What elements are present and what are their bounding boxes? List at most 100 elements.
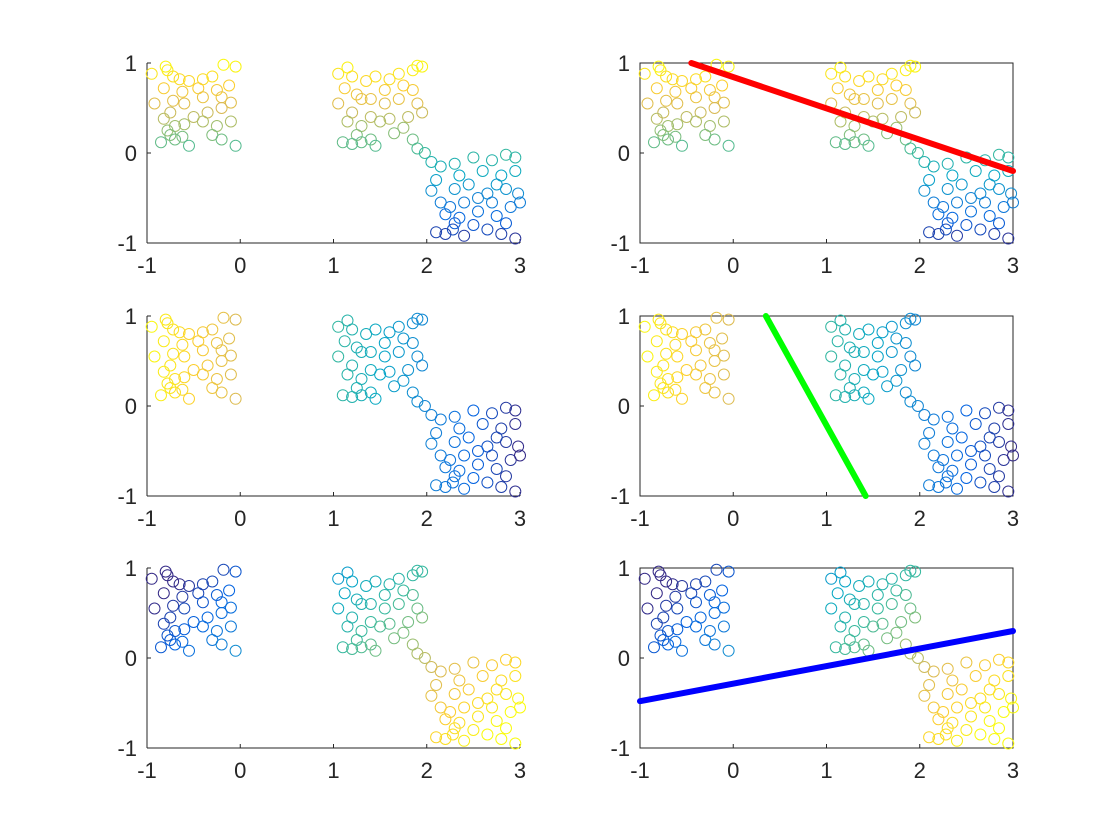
data-point — [703, 84, 716, 96]
data-point — [974, 223, 987, 236]
data-point — [974, 476, 987, 489]
data-point — [876, 578, 889, 591]
data-point — [857, 598, 870, 610]
data-point — [666, 73, 679, 86]
data-point — [167, 323, 180, 336]
data-point — [669, 590, 682, 603]
y-tick-label: 1 — [125, 556, 137, 581]
data-point — [425, 689, 438, 702]
data-point — [825, 572, 838, 585]
data-point — [229, 644, 242, 657]
data-point — [716, 79, 729, 92]
data-point — [338, 587, 351, 600]
data-point — [439, 713, 452, 726]
data-point — [439, 461, 452, 474]
data-point — [388, 380, 401, 393]
data-point — [951, 196, 963, 209]
data-point — [657, 634, 670, 646]
data-point — [722, 565, 735, 578]
data-point — [867, 368, 880, 381]
data-point — [857, 346, 870, 358]
data-point — [895, 111, 908, 123]
data-point — [690, 115, 702, 128]
data-point — [430, 731, 443, 744]
data-point — [909, 565, 922, 578]
data-point — [708, 133, 721, 146]
data-point — [383, 326, 396, 339]
axes-row3-left: -1 0 1 2 3 -1 0 1 — [117, 556, 526, 783]
data-point — [657, 129, 670, 141]
data-point — [965, 445, 977, 457]
data-point — [486, 659, 498, 672]
data-point — [983, 715, 996, 727]
data-point — [825, 602, 838, 615]
data-point — [210, 589, 223, 601]
data-point — [927, 160, 940, 173]
data-point — [965, 710, 977, 723]
x-tick-label: -1 — [137, 253, 157, 278]
data-point — [722, 313, 735, 326]
data-point — [490, 431, 503, 444]
data-point — [448, 410, 461, 423]
data-point — [955, 178, 968, 191]
data-point — [979, 701, 991, 714]
data-point — [660, 347, 673, 360]
y-tick-label: 0 — [618, 141, 630, 166]
data-point — [509, 151, 522, 164]
data-point — [899, 589, 912, 601]
data-point — [495, 228, 508, 240]
data-point — [178, 623, 191, 636]
data-point — [448, 722, 461, 735]
y-tick-label: -1 — [117, 231, 137, 256]
data-point — [145, 67, 158, 80]
data-point — [514, 196, 526, 209]
y-tick-label: -1 — [117, 736, 137, 761]
data-point — [364, 346, 377, 358]
data-point — [862, 70, 875, 83]
data-point — [848, 641, 861, 654]
data-point — [155, 641, 167, 654]
data-point — [648, 641, 660, 654]
data-point — [717, 368, 730, 381]
data-point — [486, 196, 498, 209]
data-point — [486, 407, 498, 420]
data-point — [178, 350, 191, 363]
data-point — [895, 616, 908, 628]
data-point — [1002, 485, 1015, 498]
data-point — [923, 731, 936, 744]
data-point — [951, 449, 963, 462]
data-point — [223, 332, 236, 345]
data-point — [215, 638, 228, 651]
data-point — [430, 174, 443, 186]
x-tick-label: 2 — [421, 506, 433, 531]
data-point — [383, 112, 396, 125]
data-point — [229, 139, 242, 152]
data-point — [369, 575, 382, 588]
data-point — [392, 320, 405, 333]
data-point — [941, 722, 954, 735]
data-point — [1005, 440, 1018, 453]
data-point — [939, 476, 952, 489]
data-point — [699, 70, 712, 83]
x-tick-label: 1 — [327, 506, 339, 531]
data-point — [676, 392, 688, 405]
data-point — [937, 706, 950, 718]
data-point — [514, 449, 526, 462]
data-point — [332, 67, 345, 80]
data-point — [881, 632, 894, 645]
data-point — [453, 422, 466, 435]
data-point — [364, 93, 377, 105]
data-point — [229, 392, 242, 405]
data-point — [932, 481, 945, 493]
data-point — [911, 652, 924, 664]
x-tick-label: 0 — [234, 506, 246, 531]
data-point — [336, 389, 349, 402]
data-point — [699, 323, 712, 336]
data-point — [453, 674, 466, 687]
data-point — [467, 219, 480, 231]
data-point — [332, 97, 345, 110]
data-point — [196, 368, 209, 381]
data-point — [500, 653, 512, 666]
data-point — [890, 374, 903, 387]
